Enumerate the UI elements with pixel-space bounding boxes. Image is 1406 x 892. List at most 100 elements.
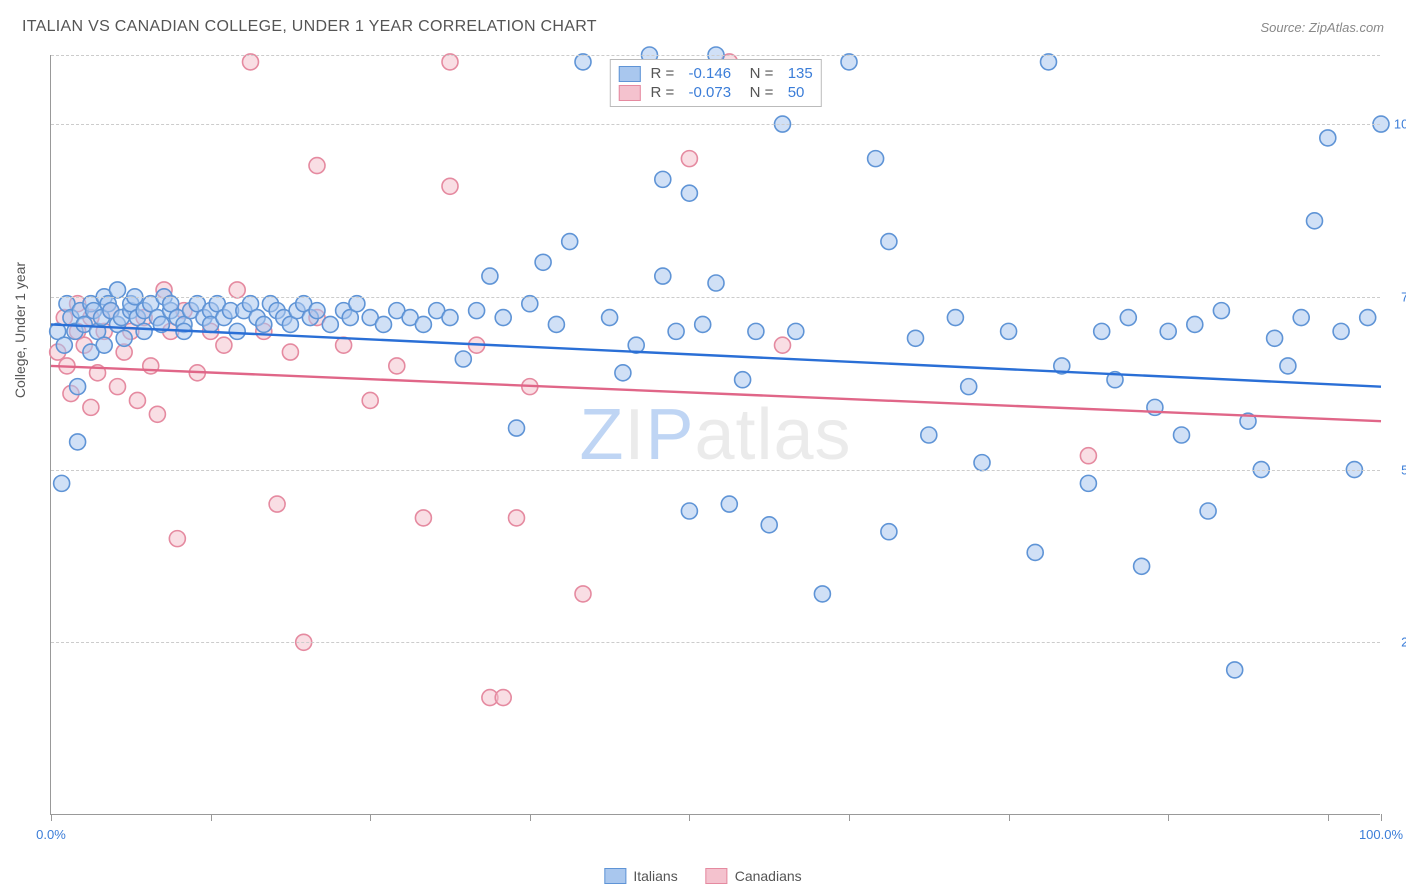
legend-stat-row: R = -0.146 N = 135 <box>618 64 812 83</box>
gridline <box>51 470 1380 471</box>
x-tick <box>211 814 212 821</box>
data-point <box>1160 323 1176 339</box>
data-point <box>1187 316 1203 332</box>
plot-area: ZIPatlas R = -0.146 N = 135 R = -0.073 N… <box>50 55 1380 815</box>
legend-swatch <box>706 868 728 884</box>
data-point <box>974 455 990 471</box>
legend-correlation-box: R = -0.146 N = 135 R = -0.073 N = 50 <box>609 59 821 107</box>
data-point <box>841 54 857 70</box>
data-point <box>921 427 937 443</box>
data-point <box>256 316 272 332</box>
data-point <box>169 531 185 547</box>
gridline <box>51 642 1380 643</box>
chart-title: ITALIAN VS CANADIAN COLLEGE, UNDER 1 YEA… <box>22 18 597 36</box>
data-point <box>548 316 564 332</box>
data-point <box>961 379 977 395</box>
data-point <box>535 254 551 270</box>
data-point <box>814 586 830 602</box>
data-point <box>1213 303 1229 319</box>
data-point <box>615 365 631 381</box>
data-point <box>136 323 152 339</box>
data-point <box>1333 323 1349 339</box>
data-point <box>735 372 751 388</box>
x-tick <box>51 814 52 821</box>
source-attribution: Source: ZipAtlas.com <box>1260 20 1384 35</box>
legend-stat-row: R = -0.073 N = 50 <box>618 83 812 102</box>
data-point <box>788 323 804 339</box>
legend-swatch <box>604 868 626 884</box>
data-point <box>1001 323 1017 339</box>
data-point <box>1360 310 1376 326</box>
data-point <box>216 337 232 353</box>
data-point <box>1280 358 1296 374</box>
data-point <box>389 358 405 374</box>
data-point <box>482 268 498 284</box>
y-tick-label: 75.0% <box>1383 289 1406 304</box>
data-point <box>881 234 897 250</box>
data-point <box>1267 330 1283 346</box>
y-tick-label: 25.0% <box>1383 635 1406 650</box>
data-point <box>775 337 791 353</box>
data-point <box>695 316 711 332</box>
regression-line <box>51 366 1381 421</box>
legend-bottom: Italians Canadians <box>604 868 801 884</box>
y-axis-label: College, Under 1 year <box>12 230 28 430</box>
data-point <box>947 310 963 326</box>
data-point <box>442 54 458 70</box>
data-point <box>1080 448 1096 464</box>
data-point <box>602 310 618 326</box>
gridline <box>51 55 1380 56</box>
data-point <box>143 358 159 374</box>
data-point <box>309 158 325 174</box>
data-point <box>243 54 259 70</box>
gridline <box>51 297 1380 298</box>
data-point <box>721 496 737 512</box>
data-point <box>442 178 458 194</box>
data-point <box>442 310 458 326</box>
y-tick-label: 100.0% <box>1383 117 1406 132</box>
data-point <box>522 296 538 312</box>
data-point <box>269 496 285 512</box>
data-point <box>415 316 431 332</box>
data-point <box>149 406 165 422</box>
data-point <box>1080 475 1096 491</box>
data-point <box>681 151 697 167</box>
data-point <box>1094 323 1110 339</box>
data-point <box>70 434 86 450</box>
x-tick <box>1328 814 1329 821</box>
data-point <box>495 310 511 326</box>
data-point <box>681 185 697 201</box>
y-tick-label: 50.0% <box>1383 462 1406 477</box>
data-point <box>1227 662 1243 678</box>
data-point <box>116 330 132 346</box>
data-point <box>681 503 697 519</box>
x-tick <box>1168 814 1169 821</box>
data-point <box>349 296 365 312</box>
data-point <box>509 420 525 436</box>
data-point <box>54 475 70 491</box>
legend-item: Italians <box>604 868 677 884</box>
x-tick <box>370 814 371 821</box>
legend-item: Canadians <box>706 868 802 884</box>
data-point <box>1027 544 1043 560</box>
data-point <box>376 316 392 332</box>
data-point <box>309 303 325 319</box>
legend-label: Canadians <box>735 868 802 884</box>
gridline <box>51 124 1380 125</box>
header-row: ITALIAN VS CANADIAN COLLEGE, UNDER 1 YEA… <box>22 18 1384 36</box>
regression-line <box>51 324 1381 386</box>
data-point <box>748 323 764 339</box>
data-point <box>1134 558 1150 574</box>
x-tick-label: 0.0% <box>36 827 66 842</box>
data-point <box>1174 427 1190 443</box>
data-point <box>56 337 72 353</box>
legend-swatch <box>618 85 640 101</box>
data-point <box>1120 310 1136 326</box>
scatter-svg <box>51 55 1380 814</box>
data-point <box>83 399 99 415</box>
data-point <box>562 234 578 250</box>
data-point <box>96 337 112 353</box>
data-point <box>1320 130 1336 146</box>
data-point <box>229 323 245 339</box>
data-point <box>868 151 884 167</box>
